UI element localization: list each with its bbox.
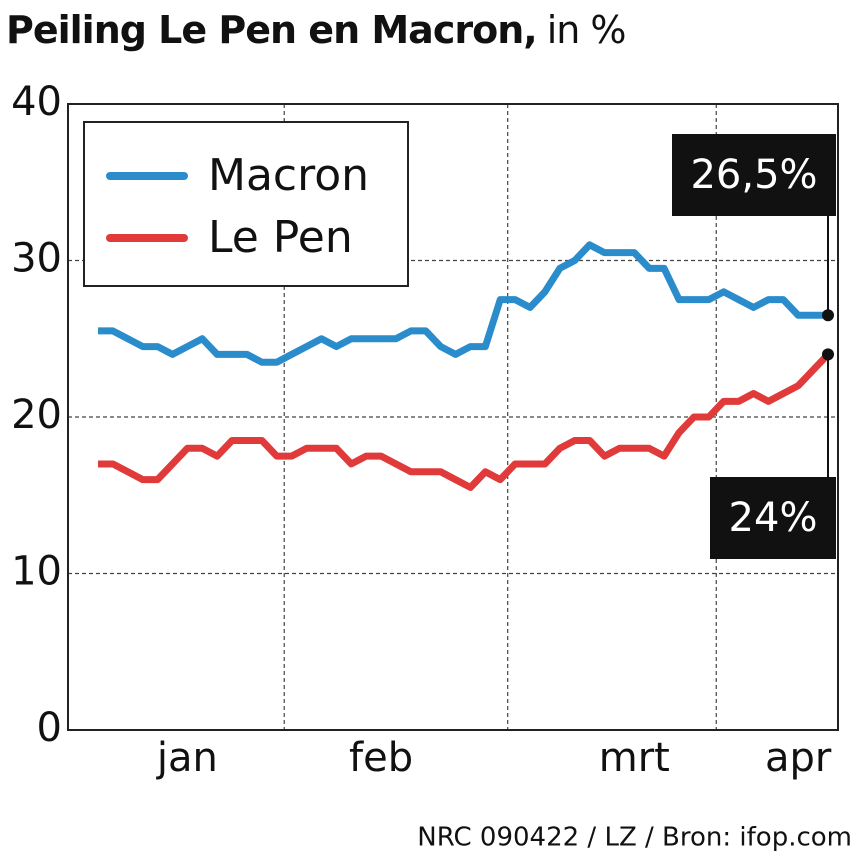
label-box [710,477,836,559]
end-point [822,348,834,361]
chart-title: Peiling Le Pen en Macron, in % [6,8,626,52]
plot-frame [67,103,839,731]
value-label: 24% [729,495,818,541]
label-box [672,134,836,216]
title: Peiling Le Pen en Macron, [6,8,537,52]
y-tick-label: 30 [11,236,62,282]
y-tick-label: 0 [37,705,62,751]
subtitle: in % [547,8,626,52]
series-line [98,241,828,366]
legend-label: Macron [208,150,369,201]
end-point [822,309,834,322]
series-line [98,351,831,491]
x-tick-label: feb [349,735,413,781]
legend-box [83,121,409,287]
x-tick-label: jan [156,735,218,781]
x-tick-label: apr [765,735,832,781]
y-tick-label: 10 [11,549,62,595]
source: NRC 090422 / LZ / Bron: ifop.com [417,823,852,853]
y-tick-label: 20 [11,392,62,438]
value-label: 26,5% [690,152,817,198]
y-tick-label: 40 [11,79,62,125]
x-tick-label: mrt [599,735,670,781]
legend-label: Le Pen [208,212,353,263]
